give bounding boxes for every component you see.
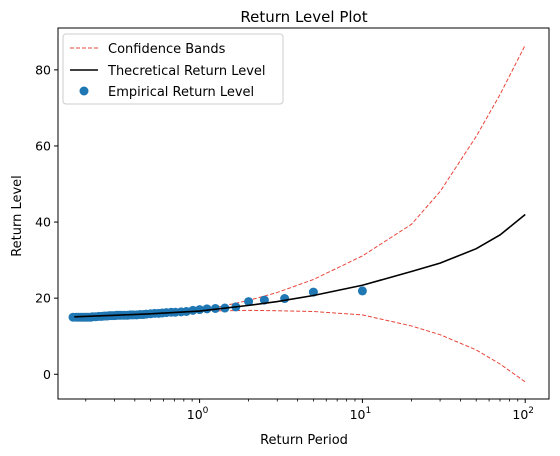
empirical-point <box>244 297 254 307</box>
legend-box <box>62 33 284 105</box>
axis-ticks: 0 20 40 60 80 100 101 102 <box>35 62 534 422</box>
y-tick-label: 80 <box>35 62 51 77</box>
chart-title: Return Level Plot <box>240 8 367 26</box>
y-axis-label: Return Level <box>10 175 25 257</box>
x-tick-label: 100 <box>187 406 209 422</box>
plot-area <box>68 44 526 383</box>
empirical-point <box>357 286 367 296</box>
confidence-band-upper <box>74 44 526 318</box>
legend-label-confidence-bands: Confidence Bands <box>108 42 226 57</box>
y-tick-label: 20 <box>35 291 51 306</box>
legend: Confidence Bands Thecretical Return Leve… <box>62 33 284 105</box>
confidence-band-lower <box>74 309 526 383</box>
y-tick-label: 40 <box>35 215 51 230</box>
legend-label-theoretical-return-level: Thecretical Return Level <box>107 64 266 79</box>
legend-swatch-empirical-return-level <box>79 86 89 96</box>
legend-label-empirical-return-level: Empirical Return Level <box>108 85 254 100</box>
x-tick-label: 102 <box>512 406 534 422</box>
empirical-point <box>280 294 290 304</box>
y-tick-label: 0 <box>43 367 51 382</box>
x-axis-label: Return Period <box>260 433 348 448</box>
empirical-point <box>188 305 198 315</box>
empirical-point <box>210 303 220 313</box>
theoretical-return-level-line <box>74 213 526 318</box>
plot-frame <box>57 27 550 400</box>
y-tick-label: 60 <box>35 138 51 153</box>
empirical-point <box>202 304 212 314</box>
x-tick-label: 101 <box>350 406 372 422</box>
